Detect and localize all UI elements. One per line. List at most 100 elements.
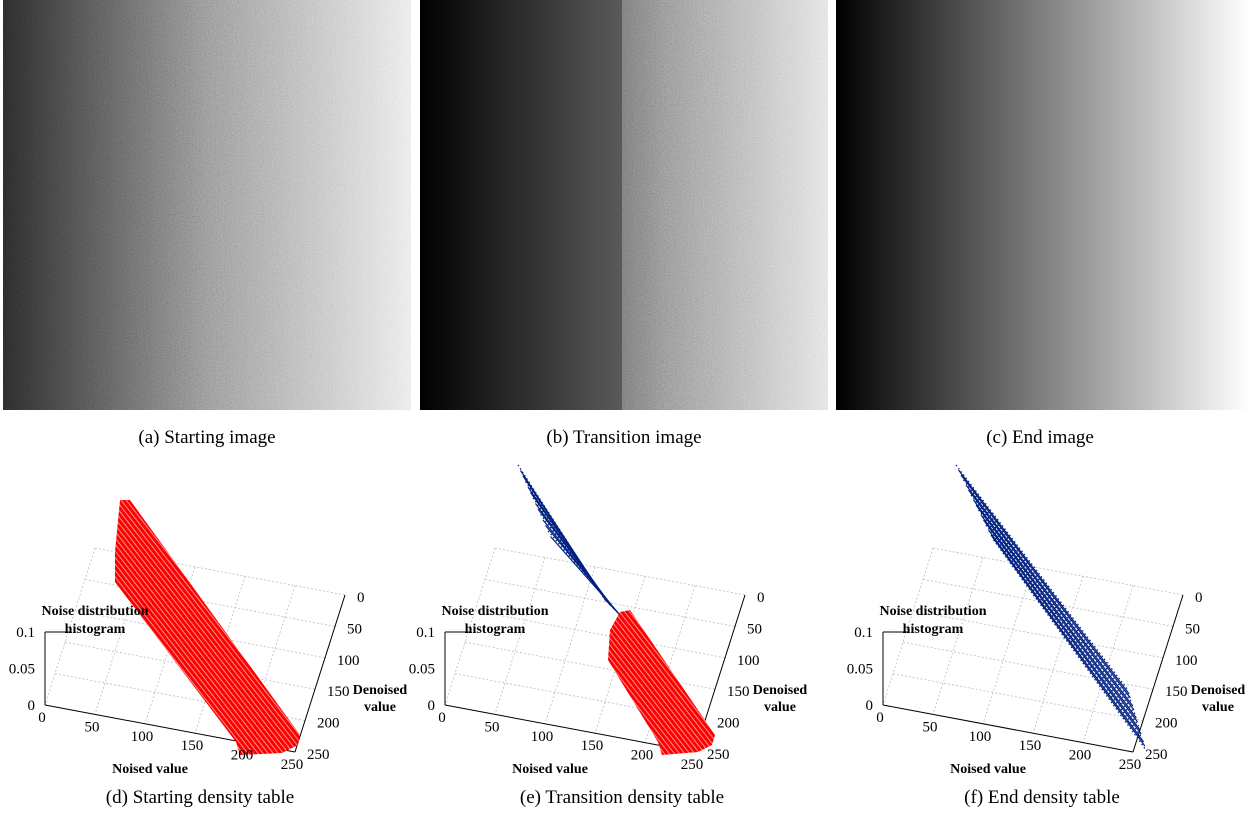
density-line	[983, 519, 1142, 735]
grid-line	[144, 566, 196, 724]
x-tick-label: 200	[1069, 748, 1092, 764]
grid-line	[1082, 585, 1134, 743]
grid-line	[882, 547, 934, 706]
x-tick-label: 100	[131, 729, 154, 745]
y-tick-label: 150	[727, 684, 750, 700]
grid-line	[194, 576, 246, 734]
y-axis-label: Denoised	[753, 683, 808, 698]
x-axis	[882, 704, 1134, 753]
x-tick-label: 0	[38, 710, 46, 726]
grid-line	[982, 566, 1034, 724]
y-tick-label: 250	[307, 747, 330, 763]
x-axis	[444, 704, 696, 753]
density-line	[955, 464, 1129, 691]
x-tick-label: 100	[969, 729, 992, 745]
grid-line	[444, 547, 496, 706]
y-tick-label: 0	[357, 590, 365, 606]
grid-line	[594, 576, 646, 734]
y-tick-label: 250	[707, 747, 730, 763]
density-line	[990, 534, 1146, 747]
y-tick-label: 100	[737, 653, 760, 669]
x-tick-label: 200	[231, 748, 254, 764]
density-line	[980, 514, 1141, 731]
density-plot: 0 50 100 150 200 250 0 50 100 150 200 250 0 0.05 0.1 No…	[409, 464, 808, 808]
z-axis-label: histogram	[903, 622, 964, 637]
caption: (f) End density table	[964, 787, 1120, 808]
density-line	[968, 489, 1135, 711]
x-tick-label: 50	[85, 719, 100, 735]
density-line	[970, 494, 1136, 715]
x-tick-label: 250	[281, 757, 304, 773]
grid-line	[494, 557, 546, 715]
density-line	[978, 509, 1140, 727]
density-surface	[115, 500, 300, 755]
density-line	[988, 529, 1145, 743]
density-plot: 0 50 100 150 200 250 0 50 100 150 200 250 0 0.05 0.1 No…	[847, 464, 1246, 808]
grid-line	[544, 566, 596, 724]
x-tick-label: 50	[923, 719, 938, 735]
y-axis	[294, 594, 346, 753]
x-tick-label: 250	[1119, 757, 1142, 773]
x-tick-label: 50	[485, 719, 500, 735]
y-axis-label: Denoised	[1191, 683, 1246, 698]
y-tick-label: 200	[317, 716, 340, 732]
image-c	[836, 0, 1249, 410]
x-tick-label: 200	[631, 748, 654, 764]
y-tick-label: 0	[757, 590, 765, 606]
grid-line	[44, 547, 96, 706]
y-tick-label: 200	[1155, 716, 1178, 732]
y-tick-label: 150	[1165, 684, 1188, 700]
y-tick-label: 50	[747, 621, 762, 637]
z-axis-label: Noise distribution	[42, 604, 149, 619]
y-tick-label: 50	[1185, 621, 1200, 637]
density-surface	[608, 610, 715, 755]
z-axis-label: Noise distribution	[880, 604, 987, 619]
z-tick-label: 0.05	[9, 662, 35, 678]
z-tick-label: 0	[866, 698, 874, 714]
z-axis-label: histogram	[465, 622, 526, 637]
y-tick-label: 200	[717, 716, 740, 732]
x-axis-label: Noised value	[112, 762, 188, 777]
density-line	[965, 484, 1134, 707]
density-line	[975, 504, 1139, 723]
y-axis-label: value	[764, 700, 796, 715]
caption: (a) Starting image	[138, 427, 275, 448]
density-line	[985, 524, 1143, 739]
x-tick-label: 150	[181, 738, 204, 754]
caption: (b) Transition image	[546, 427, 701, 448]
density-line	[540, 514, 617, 612]
caption: (c) End image	[986, 427, 1094, 448]
density-line	[525, 481, 610, 604]
y-axis-label: Denoised	[353, 683, 408, 698]
y-tick-label: 50	[347, 621, 362, 637]
z-tick-label: 0.05	[847, 662, 873, 678]
y-tick-label: 0	[1195, 590, 1203, 606]
y-tick-label: 250	[1145, 747, 1168, 763]
x-tick-label: 0	[876, 710, 884, 726]
caption: (d) Starting density table	[106, 787, 294, 808]
y-axis-label: value	[364, 700, 396, 715]
density-plot: 0 50 100 150 200 250 0 50 100 150 200 250 0 0.05 0.1 No…	[9, 500, 408, 808]
density-line	[973, 499, 1137, 719]
grid-line	[1032, 576, 1084, 734]
y-axis	[1132, 594, 1184, 753]
x-tick-label: 150	[1019, 738, 1042, 754]
density-line	[960, 474, 1131, 699]
x-tick-label: 250	[681, 757, 704, 773]
z-tick-label: 0.1	[854, 625, 873, 641]
z-tick-label: 0.05	[409, 662, 435, 678]
image-b	[420, 0, 828, 410]
y-tick-label: 100	[1175, 653, 1198, 669]
y-tick-label: 100	[337, 653, 360, 669]
grid-line	[94, 557, 146, 715]
z-tick-label: 0	[428, 698, 436, 714]
z-tick-label: 0.1	[416, 625, 435, 641]
y-axis-label: value	[1202, 700, 1234, 715]
x-axis-label: Noised value	[512, 762, 588, 777]
density-line	[993, 539, 1147, 751]
y-tick-label: 150	[327, 684, 350, 700]
density-line	[550, 536, 622, 616]
density-line	[958, 469, 1130, 695]
